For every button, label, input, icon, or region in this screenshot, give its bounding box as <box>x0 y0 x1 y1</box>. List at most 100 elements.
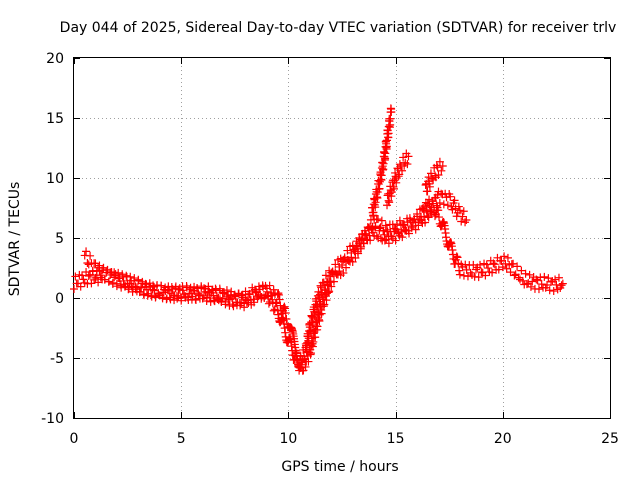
data-point <box>549 286 558 295</box>
data-point <box>421 218 430 227</box>
data-point <box>389 184 398 193</box>
data-point <box>275 290 284 299</box>
data-point <box>281 309 290 318</box>
data-point <box>201 287 210 296</box>
x-tick-label: 0 <box>70 431 79 447</box>
x-tick-label: 20 <box>494 431 512 447</box>
data-point <box>260 293 269 302</box>
data-point <box>282 314 291 323</box>
data-point <box>205 294 214 303</box>
data-point <box>377 171 386 180</box>
data-point <box>82 247 91 256</box>
data-point <box>240 303 249 312</box>
data-point <box>366 236 375 245</box>
data-point <box>452 252 461 261</box>
data-point <box>459 207 468 216</box>
data-point <box>262 287 271 296</box>
data-point <box>307 341 316 350</box>
data-point <box>476 260 485 269</box>
data-point <box>225 295 234 304</box>
data-point <box>184 295 193 304</box>
data-point <box>395 160 404 169</box>
data-point <box>137 283 146 292</box>
data-point <box>446 192 455 201</box>
data-point <box>180 290 189 299</box>
data-point <box>404 152 413 161</box>
data-point <box>145 279 154 288</box>
data-point <box>147 291 156 300</box>
data-point <box>532 275 541 284</box>
data-point <box>107 268 116 277</box>
data-point <box>500 252 509 261</box>
data-point <box>96 273 105 282</box>
data-point <box>526 282 535 291</box>
data-point <box>371 198 380 207</box>
series-spike-c <box>421 157 447 196</box>
data-point <box>166 295 175 304</box>
plot-frame <box>73 57 611 419</box>
data-point <box>86 251 95 260</box>
data-point <box>374 215 383 224</box>
data-point <box>398 166 407 175</box>
data-point <box>172 291 181 300</box>
data-point <box>494 265 503 274</box>
data-point <box>407 223 416 232</box>
data-point <box>362 231 371 240</box>
data-point <box>517 266 526 275</box>
x-tick-label: 25 <box>601 431 619 447</box>
data-point <box>309 337 318 346</box>
data-point <box>112 282 121 291</box>
data-point <box>315 310 324 319</box>
data-point <box>429 199 438 208</box>
data-point <box>141 279 150 288</box>
data-point <box>79 275 88 284</box>
data-point <box>273 290 282 299</box>
data-point <box>265 281 274 290</box>
data-point <box>394 172 403 181</box>
y-tick-label: -5 <box>50 351 64 367</box>
data-point <box>423 187 432 196</box>
data-point <box>458 212 467 221</box>
grid <box>74 58 610 418</box>
data-point <box>514 273 523 282</box>
data-point <box>521 269 530 278</box>
data-point <box>322 296 331 305</box>
data-point <box>375 184 384 193</box>
data-point <box>472 265 480 274</box>
data-point <box>91 259 100 268</box>
data-point <box>320 300 329 309</box>
data-point <box>391 236 400 245</box>
data-point <box>513 262 522 271</box>
data-point <box>317 309 326 318</box>
data-point <box>311 333 320 342</box>
data-point <box>359 239 368 248</box>
series-spike-b <box>383 149 413 210</box>
data-point <box>317 283 326 292</box>
data-point <box>122 272 131 281</box>
ticks <box>74 58 611 419</box>
data-point <box>134 276 143 285</box>
data-point <box>212 292 221 301</box>
data-point <box>534 285 543 294</box>
data-point <box>342 263 351 272</box>
data-point <box>313 322 322 331</box>
data-point <box>503 253 512 262</box>
series-spike-a <box>368 104 396 220</box>
data-point <box>351 253 360 262</box>
data-point <box>238 290 247 299</box>
x-tick-label: 15 <box>387 431 405 447</box>
data-point <box>167 289 176 298</box>
data-point <box>331 260 340 269</box>
data-point <box>522 280 531 289</box>
data-point <box>198 294 207 303</box>
data-point <box>88 267 97 276</box>
data-points <box>70 104 567 375</box>
data-point <box>438 162 447 170</box>
data-point <box>545 286 554 295</box>
data-point <box>372 232 381 241</box>
data-point <box>540 272 549 281</box>
chart-title: Day 044 of 2025, Sidereal Day-to-day VTE… <box>60 20 617 36</box>
data-point <box>306 349 315 358</box>
data-point <box>325 287 334 296</box>
data-point <box>140 291 149 300</box>
